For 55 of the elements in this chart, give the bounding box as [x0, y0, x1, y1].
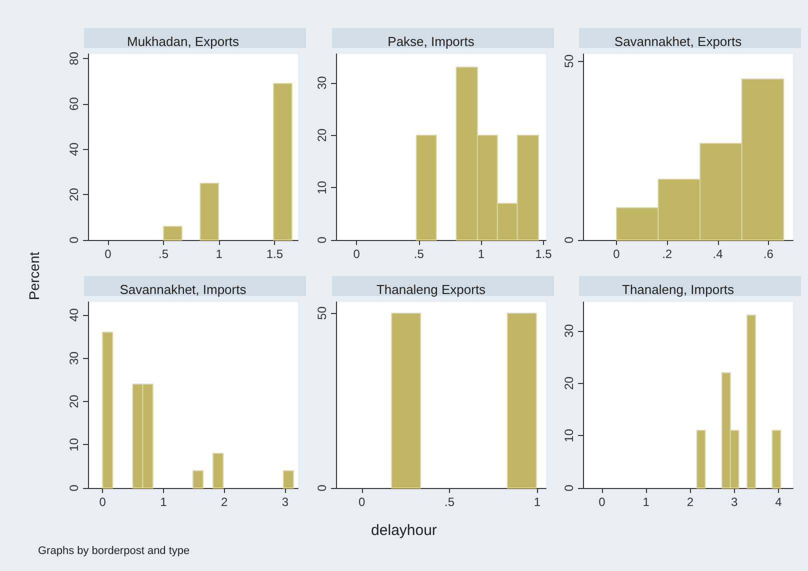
y-tick-label: 20: [562, 376, 576, 390]
y-tick-label: 0: [315, 484, 329, 492]
y-tick-label: 0: [67, 484, 81, 492]
x-tick-label: 3: [730, 495, 738, 509]
x-tick-label: .5: [158, 247, 169, 261]
x-tick-label: .5: [414, 247, 424, 261]
y-tick-label: 0: [315, 236, 329, 244]
y-tick-label: 10: [315, 180, 329, 194]
x-tick-label: 0: [358, 495, 366, 509]
y-tick-label: 50: [315, 306, 329, 320]
x-tick-label: .5: [444, 495, 455, 509]
x-tick-label: 1: [642, 495, 650, 509]
x-tick-label: 0: [104, 247, 112, 261]
y-axis-title: Percent: [26, 252, 42, 300]
x-tick-label: .6: [763, 247, 774, 261]
x-tick-label: .2: [662, 247, 672, 261]
chart-title: Pakse, Imports: [388, 34, 475, 49]
x-tick-label: 1.5: [535, 247, 552, 261]
y-tick-label: 30: [562, 324, 576, 338]
x-tick-label: 0: [353, 247, 360, 261]
x-tick-label: 1: [478, 247, 485, 261]
chart-title: Savannakhet, Exports: [614, 34, 742, 49]
y-tick-label: 20: [67, 188, 81, 202]
chart-title: Thanaleng, Imports: [622, 282, 734, 297]
x-tick-label: 1.5: [266, 247, 284, 261]
x-tick-label: 1: [216, 247, 223, 261]
x-tick-label: 0: [598, 495, 606, 509]
x-tick-label: 0: [99, 495, 106, 509]
x-tick-label: 3: [282, 495, 289, 509]
y-tick-label: 40: [67, 308, 81, 322]
y-tick-label: 50: [562, 54, 576, 68]
y-tick-label: 20: [315, 128, 329, 142]
y-tick-label: 80: [67, 52, 81, 66]
y-tick-label: 20: [67, 394, 81, 408]
x-axis-title: delayhour: [370, 522, 438, 539]
chart-title: Thanaleng Exports: [376, 282, 486, 297]
x-tick-label: 1: [534, 495, 541, 509]
x-tick-label: .4: [712, 247, 724, 261]
x-tick-label: 4: [775, 495, 782, 509]
y-tick-label: 30: [67, 351, 81, 365]
y-tick-label: 10: [562, 428, 576, 442]
text: Graphs by borderpost and type: [38, 545, 190, 557]
x-tick-label: 2: [221, 495, 228, 509]
y-tick-label: 60: [67, 96, 81, 111]
x-tick-label: 0: [613, 247, 620, 261]
y-tick-label: 0: [67, 236, 81, 244]
y-tick-label: 30: [315, 76, 329, 90]
chart-title: Mukhadan, Exports: [126, 34, 240, 49]
y-tick-label: 10: [67, 438, 81, 452]
y-tick-label: 40: [67, 142, 81, 156]
chart-title: Savannakhet, Imports: [120, 282, 247, 297]
y-tick-label: 0: [562, 236, 576, 244]
x-tick-label: 2: [686, 495, 694, 509]
y-tick-label: 0: [562, 484, 576, 492]
x-tick-label: 1: [160, 495, 168, 509]
